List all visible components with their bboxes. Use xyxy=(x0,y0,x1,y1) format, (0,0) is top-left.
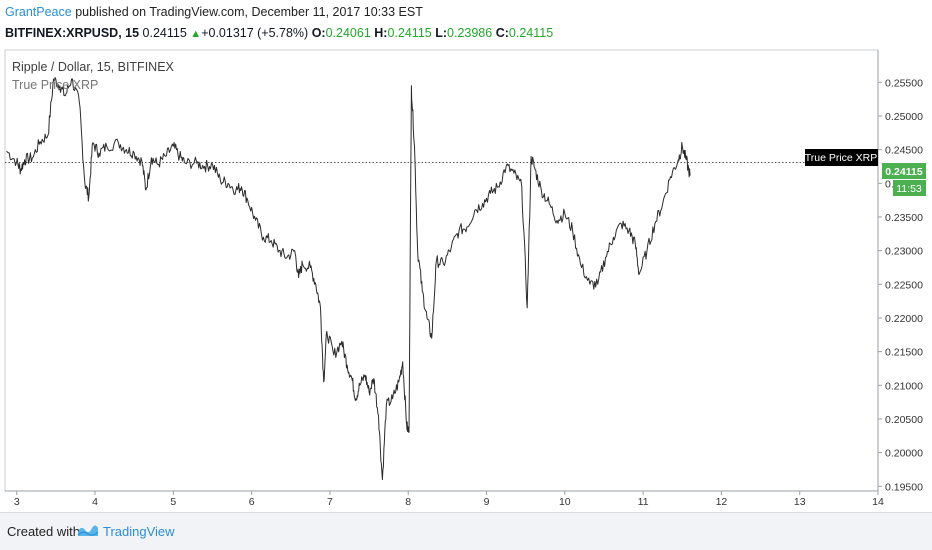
symbol-bar: BITFINEX:XRPUSD, 15 0.24115 ▲+0.01317 (+… xyxy=(5,26,553,40)
symbol-name: BITFINEX:XRPUSD, 15 xyxy=(5,26,140,40)
last-price-tag-label: 0.24115 xyxy=(885,166,923,178)
plot-frame xyxy=(4,49,879,492)
time-tick-label: 4 xyxy=(92,496,98,508)
legend-title: Ripple / Dollar, 15, BITFINEX xyxy=(12,60,175,74)
low-label: L: xyxy=(435,26,448,40)
published-text: published on TradingView.com, December 1… xyxy=(71,5,423,19)
price-tick-label: 0.23000 xyxy=(885,246,923,258)
time-tick-label: 5 xyxy=(170,496,176,508)
time-tick-label: 12 xyxy=(716,496,728,508)
close-label: C: xyxy=(495,26,509,40)
time-tick-label: 7 xyxy=(327,496,333,508)
price-tick-label: 0.24500 xyxy=(885,145,923,157)
last-price-tag xyxy=(882,163,926,179)
countdown-tag xyxy=(893,180,926,196)
price-chart[interactable]: 0.255000.250000.245000.240000.235000.230… xyxy=(0,0,932,512)
time-tick-label: 3 xyxy=(14,496,20,508)
last-price-text: 0.24115 xyxy=(142,26,187,40)
indicator-tag-label: True Price XRP xyxy=(805,152,878,164)
time-tick-label: 9 xyxy=(484,496,490,508)
time-tick-label: 11 xyxy=(638,496,649,508)
price-tick-label: 0.20500 xyxy=(885,414,923,426)
price-series-line xyxy=(6,77,691,481)
price-tick-label: 0.21000 xyxy=(885,380,923,392)
tradingview-brand-link[interactable]: TradingView xyxy=(103,524,175,539)
indicator-tag xyxy=(805,149,878,166)
price-tick-label: 0.19500 xyxy=(885,481,923,493)
time-tick-label: 13 xyxy=(794,496,806,508)
time-tick-label: 14 xyxy=(872,496,884,508)
open-value: 0.24061 xyxy=(325,26,371,40)
low-value: 0.23986 xyxy=(447,26,493,40)
time-tick-label: 8 xyxy=(405,496,411,508)
high-value: 0.24115 xyxy=(387,26,432,40)
legend-indicator: True Price XRP xyxy=(12,78,98,92)
price-tick-label: 0.20000 xyxy=(885,448,923,460)
time-axis[interactable]: 3 4 5 6 7 8 9 10 11 12 13 14 xyxy=(14,491,884,508)
price-tick-label: 0.22000 xyxy=(885,313,923,325)
price-tick-label: 0.25500 xyxy=(885,77,923,89)
change-text: +0.01317 (+5.78%) xyxy=(201,26,309,40)
publisher-header: GrantPeace published on TradingView.com,… xyxy=(5,5,423,19)
price-tick-label: 0.23500 xyxy=(885,212,923,224)
footer-bar: Created with TradingView xyxy=(0,512,932,550)
up-arrow-icon: ▲ xyxy=(190,28,202,40)
price-tick-label: 0.21500 xyxy=(885,347,923,359)
tradingview-logo-icon[interactable] xyxy=(77,522,99,538)
close-value: 0.24115 xyxy=(508,26,554,40)
time-tick-label: 10 xyxy=(559,496,571,508)
price-axis[interactable]: 0.255000.250000.245000.240000.235000.230… xyxy=(878,77,923,493)
price-tick-label: 0.22500 xyxy=(885,279,923,291)
author-link[interactable]: GrantPeace xyxy=(5,5,72,19)
high-label: H: xyxy=(374,26,388,40)
price-tick-label: 0.25000 xyxy=(885,111,923,123)
created-with-text: Created with xyxy=(7,524,80,539)
time-tick-label: 6 xyxy=(249,496,255,508)
countdown-tag-label: 11:53 xyxy=(896,183,922,195)
open-label: O: xyxy=(311,26,326,40)
